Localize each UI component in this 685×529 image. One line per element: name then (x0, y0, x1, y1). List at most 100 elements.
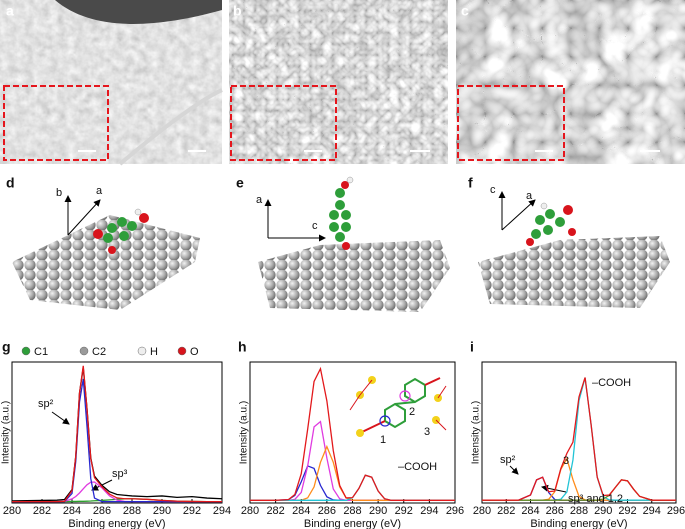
x-tick-label: 286 (93, 505, 111, 517)
axis-name: a (256, 194, 263, 206)
x-tick-label: 282 (497, 505, 515, 517)
panel-label: i (470, 339, 474, 355)
atom (543, 225, 553, 235)
atom (117, 217, 127, 227)
annotation: sp³ (112, 468, 128, 480)
spectrum-line (11, 367, 223, 502)
axis-name: a (96, 185, 103, 197)
x-tick-label: 286 (546, 505, 564, 517)
x-tick-label: 290 (153, 505, 171, 517)
annotation: 3 (424, 426, 430, 438)
axis-name: a (526, 190, 533, 202)
spectrum-line (12, 378, 222, 503)
x-tick-label: 290 (369, 505, 387, 517)
atom (568, 228, 576, 236)
plot-frame (481, 361, 677, 504)
y-axis-label: Intensity (a.u.) (471, 401, 482, 464)
annotation: 2 (409, 406, 415, 418)
x-tick-label: 280 (241, 505, 259, 517)
panel-label: h (238, 339, 247, 355)
spectrum-line (250, 366, 455, 501)
inset-box (230, 85, 337, 161)
atom (335, 232, 345, 242)
panel-label: f (468, 175, 473, 191)
graphene-slab (478, 236, 670, 308)
x-tick-label: 284 (521, 505, 539, 517)
legend: C1 C2 H O (21, 346, 199, 358)
atom (341, 222, 351, 232)
x-tick-label: 292 (395, 505, 413, 517)
x-tick-label: 288 (343, 505, 361, 517)
atom (526, 238, 534, 246)
annotation: sp³ and 1,2 (568, 493, 623, 505)
atom (139, 213, 149, 223)
x-tick-label: 292 (183, 505, 201, 517)
atom (119, 231, 129, 241)
atom (103, 233, 113, 243)
panel-label: g (2, 339, 11, 355)
spectrum-line (482, 377, 676, 501)
legend-marker (137, 346, 147, 356)
annotation-arrow (51, 411, 70, 425)
x-tick-label: 280 (473, 505, 491, 517)
annotation-arrow (541, 484, 567, 493)
spectrum-line (250, 444, 455, 501)
annotation: 3 (563, 455, 569, 467)
x-axis-label: Binding energy (eV) (530, 518, 627, 529)
x-axis-label: Binding energy (eV) (304, 518, 401, 529)
x-tick-label: 294 (213, 505, 231, 517)
axis-arrow (501, 199, 536, 231)
legend-marker (21, 346, 31, 356)
atom (346, 176, 354, 184)
axis-name: c (490, 184, 496, 196)
legend-label: C2 (92, 346, 106, 358)
x-tick-label: 290 (594, 505, 612, 517)
legend-label: H (150, 346, 158, 358)
sem-ridge (118, 88, 223, 166)
annotation: 1 (380, 434, 386, 446)
x-tick-label: 288 (570, 505, 588, 517)
y-axis-label: Intensity (a.u.) (239, 401, 250, 464)
x-tick-label: 284 (63, 505, 81, 517)
legend-marker (79, 346, 89, 356)
spectrum-line (12, 481, 222, 503)
sem-image (456, 0, 685, 164)
sem-a (0, 0, 223, 166)
sem-shadow (55, 0, 222, 24)
atom (134, 208, 142, 216)
sem-image (229, 0, 448, 164)
atom (127, 221, 137, 231)
inset-molecule (349, 376, 447, 437)
plot-frame (11, 361, 223, 504)
x-tick-label: 284 (292, 505, 310, 517)
annotation: –COOH (398, 461, 437, 473)
atom (93, 229, 103, 239)
panel-label: c (461, 3, 469, 19)
inset-box (3, 85, 109, 161)
sem-image (0, 0, 222, 164)
atom (540, 202, 548, 210)
atom (545, 209, 555, 219)
x-tick-label: 282 (266, 505, 284, 517)
graphene-slab (12, 215, 200, 310)
legend-label: C1 (34, 346, 48, 358)
x-tick-label: 294 (420, 505, 438, 517)
x-tick-label: 292 (618, 505, 636, 517)
model-f (478, 191, 670, 308)
panel-label: b (233, 3, 242, 19)
panel-label: e (236, 175, 244, 191)
spectrum-line (12, 365, 222, 503)
axis-name: b (56, 187, 62, 199)
x-tick-label: 282 (33, 505, 51, 517)
atom (329, 222, 339, 232)
atom (107, 223, 117, 233)
atom (342, 242, 350, 250)
panel-label: d (6, 175, 15, 191)
atom (335, 188, 345, 198)
annotation: sp² (500, 454, 516, 466)
x-tick-label: 288 (123, 505, 141, 517)
legend-marker (177, 346, 187, 356)
sem-b (229, 0, 448, 164)
x-tick-label: 296 (667, 505, 685, 517)
